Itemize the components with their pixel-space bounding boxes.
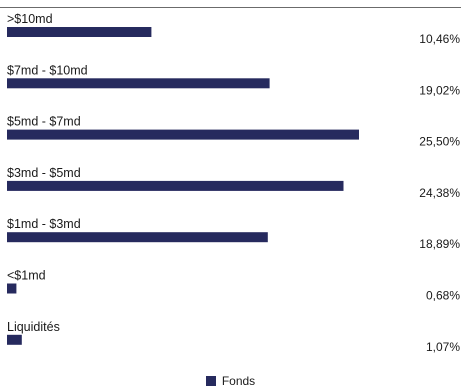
bar bbox=[7, 180, 344, 191]
legend-label: Fonds bbox=[221, 374, 256, 388]
category-label: $5md - $7md bbox=[7, 115, 81, 129]
category-label: $1md - $3md bbox=[7, 217, 81, 231]
category-label: >$10md bbox=[7, 12, 53, 26]
legend: Fonds bbox=[0, 374, 461, 388]
bar bbox=[7, 129, 359, 140]
value-label: 24,38% bbox=[419, 186, 460, 200]
bar-chart: >$10md 10,46% $7md - $10md 19,02% $5md - $7m… bbox=[7, 12, 460, 354]
bar bbox=[7, 232, 268, 243]
value-label: 0,68% bbox=[426, 289, 460, 303]
category-label: $3md - $5md bbox=[7, 166, 81, 180]
category-label: $7md - $10md bbox=[7, 63, 88, 77]
value-label: 25,50% bbox=[419, 135, 460, 149]
legend-swatch bbox=[205, 376, 216, 386]
value-label: 1,07% bbox=[426, 340, 460, 354]
value-label: 18,89% bbox=[419, 237, 460, 251]
bar bbox=[7, 334, 22, 345]
value-label: 19,02% bbox=[419, 83, 460, 97]
top-rule bbox=[0, 7, 461, 8]
bar bbox=[7, 78, 270, 89]
bar bbox=[7, 283, 17, 294]
bar bbox=[7, 27, 152, 37]
category-label: Liquidités bbox=[7, 320, 60, 334]
category-label: <$1md bbox=[7, 269, 46, 283]
value-label: 10,46% bbox=[419, 32, 460, 46]
